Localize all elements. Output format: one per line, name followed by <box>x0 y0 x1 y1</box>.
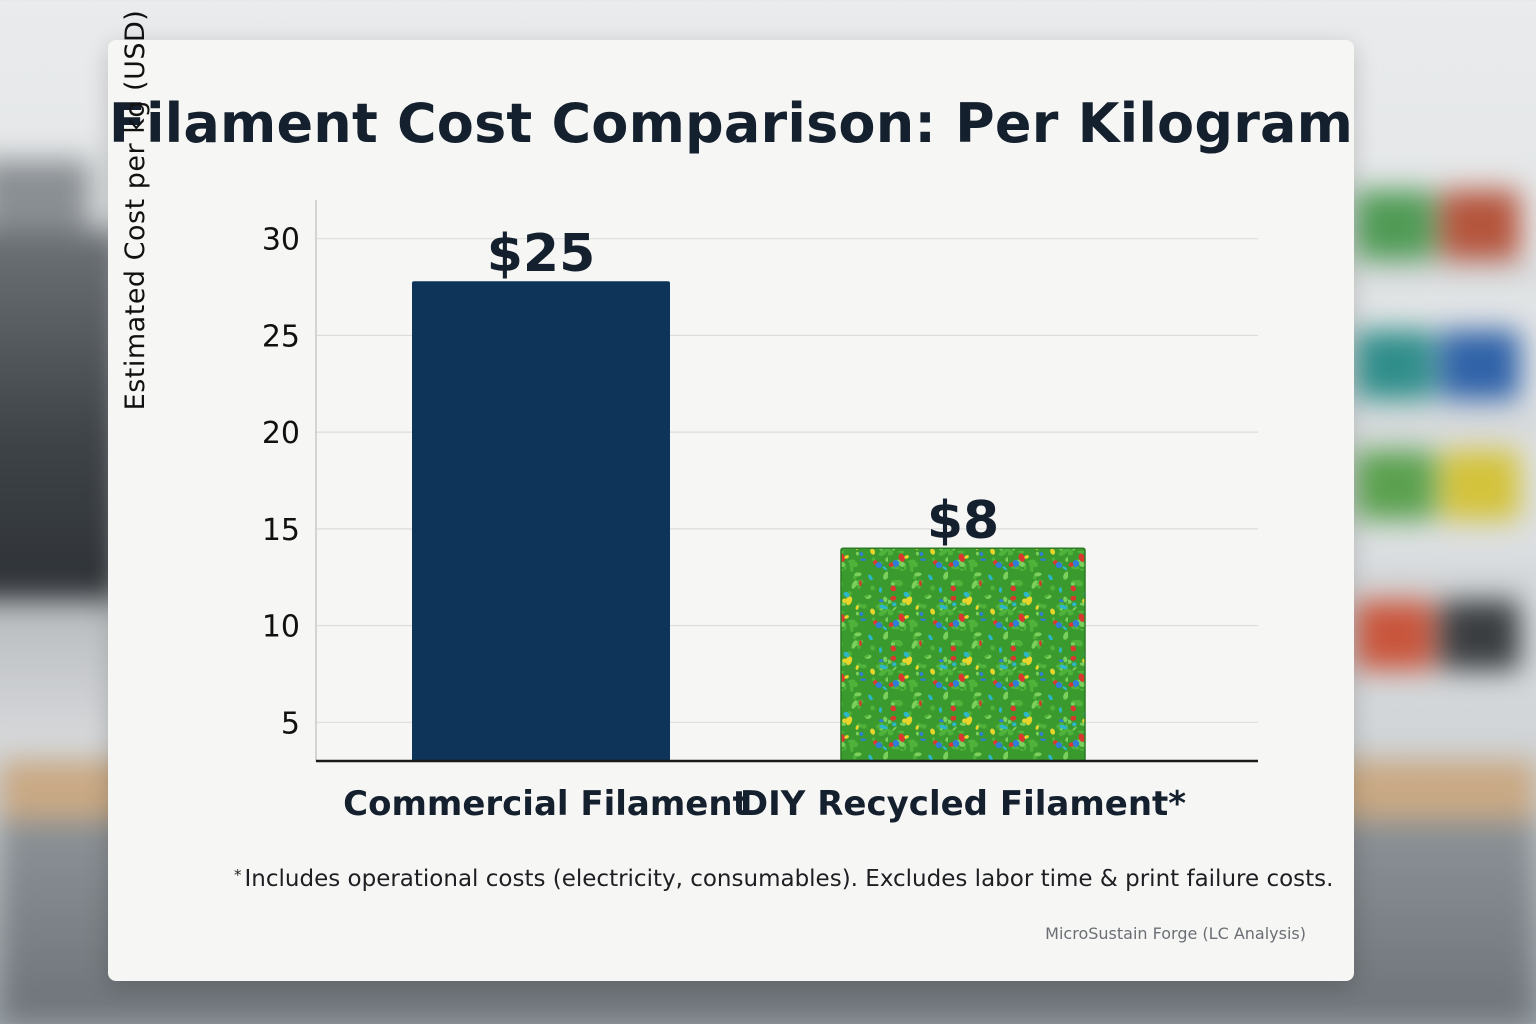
y-tick-label: 5 <box>281 706 300 741</box>
printer-shape <box>0 230 120 750</box>
data-label: $25 <box>487 224 596 284</box>
shelf-bin <box>1355 450 1435 520</box>
shelf-bin <box>1355 600 1435 670</box>
shelf-rack <box>1360 575 1536 583</box>
y-tick-label: 10 <box>262 610 300 645</box>
shelf-bin <box>1440 330 1520 400</box>
x-tick-label: DIY Recycled Filament* <box>740 784 1186 824</box>
x-tick-label: Commercial Filament <box>343 784 749 824</box>
y-axis-label: Estimated Cost per kg (USD) <box>120 9 151 411</box>
credit-text: MicroSustain Forge (LC Analysis) <box>1045 924 1306 943</box>
shelf-bin <box>1440 190 1520 260</box>
shelf-bin <box>1440 450 1520 520</box>
footnote: * Includes operational costs (electricity… <box>234 866 1333 892</box>
footnote-text: Includes operational costs (electricity,… <box>244 866 1334 892</box>
shelf-bin <box>1355 330 1435 400</box>
y-tick-label: 20 <box>262 416 300 451</box>
y-tick-label: 30 <box>262 223 300 258</box>
printer-head-shape <box>0 160 90 240</box>
shelf-bin <box>1355 190 1435 260</box>
y-tick-label: 25 <box>262 319 300 354</box>
bar-diy-recycled-filament <box>840 547 1086 762</box>
shelf-bin <box>1440 600 1520 670</box>
chart-title: Filament Cost Comparison: Per Kilogram <box>108 92 1354 155</box>
y-tick-label: 15 <box>262 513 300 548</box>
footnote-marker: * <box>234 866 242 884</box>
shelf-rack <box>1360 420 1536 428</box>
shelf-rack <box>1360 268 1536 276</box>
chart-card: Filament Cost Comparison: Per Kilogram 5… <box>108 10 1354 981</box>
bar-commercial-filament <box>412 281 670 761</box>
data-label: $8 <box>927 491 999 551</box>
